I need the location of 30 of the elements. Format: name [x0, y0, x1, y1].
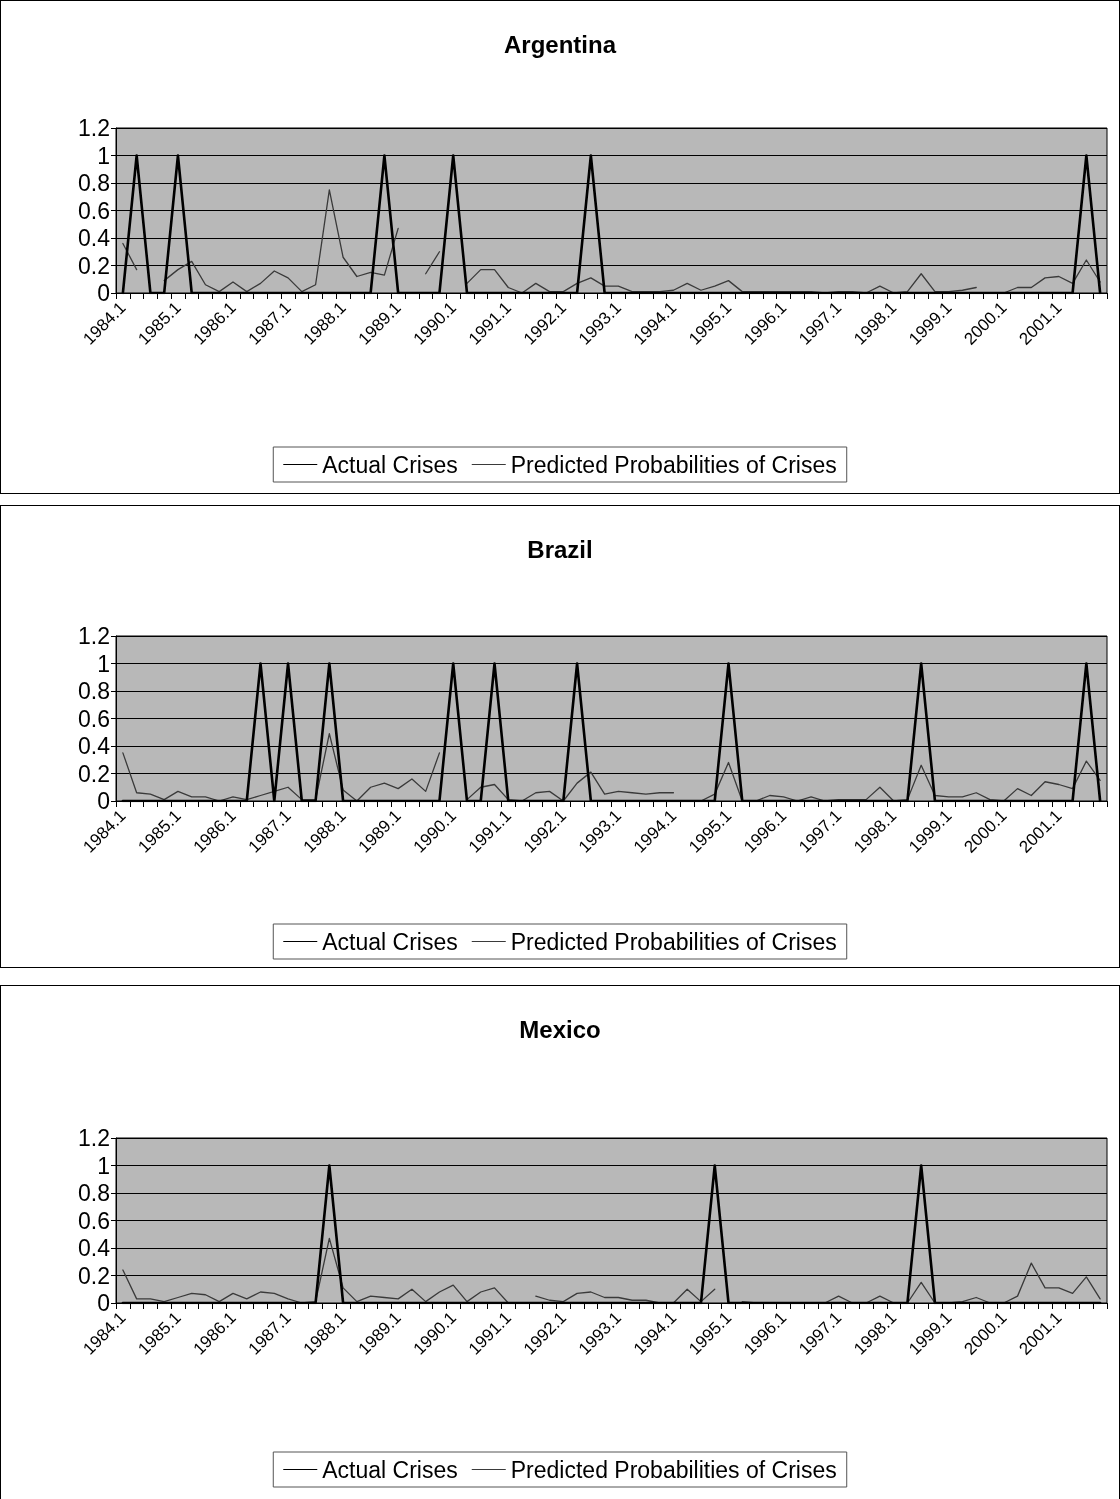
legend-label: Predicted Probabilities of Crises: [510, 451, 837, 478]
y-tick-label: 0: [97, 788, 110, 814]
y-tick-label: 1.2: [78, 1125, 110, 1151]
y-tick-label: 1: [97, 1152, 110, 1179]
y-tick-label: 0.8: [78, 170, 110, 196]
legend-label: Actual Crises: [322, 1456, 458, 1483]
y-tick-label: 0.4: [78, 225, 111, 251]
y-tick-label: 0.4: [78, 733, 111, 759]
chart-title: Argentina: [503, 30, 617, 58]
y-tick-label: 1.2: [78, 623, 110, 649]
y-tick-label: 0.6: [78, 197, 110, 224]
y-tick-label: 1.2: [78, 115, 110, 141]
chart-title: Brazil: [527, 535, 593, 563]
y-tick-label: 1: [97, 650, 110, 677]
legend-label: Predicted Probabilities of Crises: [510, 1456, 837, 1483]
y-tick-label: 0.6: [78, 705, 110, 732]
y-tick-label: 0.4: [78, 1235, 111, 1261]
y-tick-label: 0.8: [78, 678, 110, 704]
y-tick-label: 0.2: [78, 1262, 110, 1289]
legend-label: Predicted Probabilities of Crises: [510, 928, 837, 955]
y-tick-label: 0.2: [78, 760, 110, 787]
y-tick-label: 0.6: [78, 1207, 110, 1234]
y-tick-label: 0: [97, 1290, 110, 1316]
y-tick-label: 0: [97, 280, 110, 306]
y-tick-label: 0.2: [78, 252, 110, 279]
chart-title: Mexico: [519, 1015, 601, 1043]
y-tick-label: 0.8: [78, 1180, 110, 1206]
legend-label: Actual Crises: [322, 928, 458, 955]
y-tick-label: 1: [97, 142, 110, 169]
legend-label: Actual Crises: [322, 451, 458, 478]
